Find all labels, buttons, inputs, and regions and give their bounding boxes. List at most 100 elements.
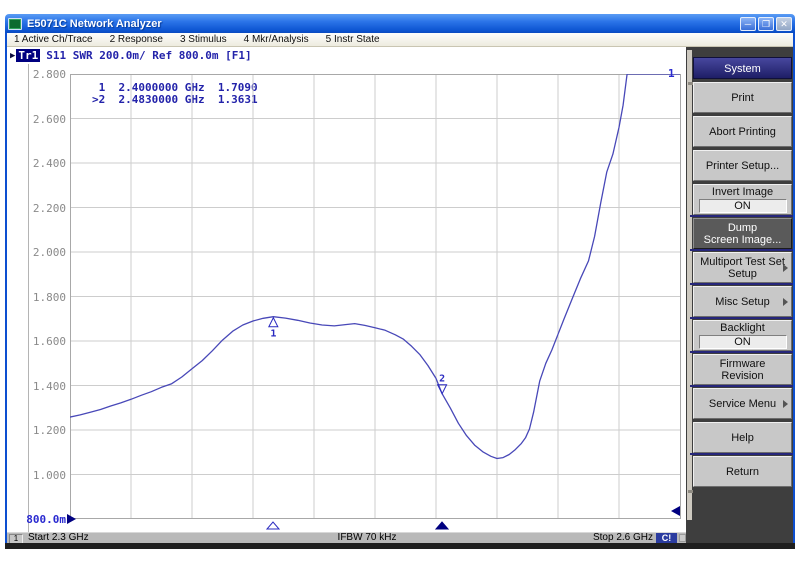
y-axis-tick-label: 1.200 [32,424,66,437]
gutter-notch [688,82,693,85]
window-bottom-strip [5,543,795,549]
menu-item[interactable]: 3 Stimulus [179,34,227,45]
reference-level-label: 800.0m [26,513,66,526]
marker-triangle-icon [436,384,448,395]
softkey-label: Print [731,91,754,104]
softkey-label: Multiport Test Set [700,255,785,268]
window-controls: ─ ❐ ✕ [740,16,792,31]
status-bar-cell [679,534,686,542]
softkey-menu-title: System [693,57,792,79]
instrument-screen [7,47,686,532]
window-title: E5071C Network Analyzer [27,17,162,30]
softkey-label: Backlight [720,322,765,334]
softkey-printer-setup[interactable]: Printer Setup... [693,150,792,181]
menu-item[interactable]: 1 Active Ch/Trace [14,34,93,45]
stimulus-marker-2-active[interactable] [435,521,450,530]
softkey-multiport-test-set[interactable]: Multiport Test Set Setup [693,252,792,283]
softkey-abort-printing[interactable]: Abort Printing [693,116,792,147]
softkey-label: Dump [727,221,758,234]
reference-level-pointer-left-icon [67,514,76,524]
softkey-label: Invert Image [711,186,774,198]
softkey-label: Help [731,431,754,444]
trace-status-line: ▶ Tr1 S11 SWR 200.0m/ Ref 800.0m [F1] [10,49,252,62]
on-trace-marker-2: 2 [436,374,448,395]
softkey-group-separator [690,249,793,251]
trace-format-text: S11 SWR 200.0m/ Ref 800.0m [F1] [46,49,252,62]
softkey-state-value: ON [698,335,787,349]
marker-readout: 1 2.4000000 GHz 1.7090 >2 2.4830000 GHz 1… [92,82,258,106]
softkey-firmware[interactable]: Firmware Revision [693,354,792,385]
marker-number-label: 1 [270,329,276,340]
y-axis-tick-label: 2.400 [32,157,66,170]
softkey-label: Screen Image... [703,233,782,246]
softkey-label: Printer Setup... [705,159,780,172]
softkey-label: Abort Printing [709,125,776,138]
softkey-return[interactable]: Return [693,456,792,487]
softkey-label: Return [725,465,760,478]
softkey-group-separator [690,453,793,455]
trace-badge[interactable]: Tr1 [16,49,41,62]
softkey-gutter [687,50,693,520]
softkey-label: Setup [728,267,757,280]
marker-triangle-icon [268,316,279,328]
y-axis-tick-label: 2.800 [32,68,66,81]
softkey-help[interactable]: Help [693,422,792,453]
menu-item[interactable]: 2 Response [109,34,163,45]
softkey-misc-setup[interactable]: Misc Setup [693,286,792,317]
window-titlebar: E5071C Network Analyzer ─ ❐ ✕ [5,14,795,33]
trace-number-label: 1 [668,67,675,80]
app-icon [8,17,22,30]
trigger-status-badge: C! [656,533,677,543]
swr-trace-curve [70,74,680,460]
minimize-button-icon[interactable]: ─ [740,16,756,31]
stimulus-marker-1[interactable] [266,521,281,530]
menu-item[interactable]: 4 Mkr/Analysis [243,34,309,45]
grid-border [70,74,681,519]
softkey-label: Misc Setup [715,295,770,308]
softkey-group-separator [690,215,793,217]
y-axis-tick-label: 1.400 [32,379,66,393]
softkey-label: Service Menu [708,397,777,410]
active-trace-pointer-icon: ▶ [10,50,16,61]
submenu-arrow-icon [783,263,788,272]
stop-frequency-label: Stop 2.6 GHz [592,532,653,543]
on-trace-marker-1: 1 [268,316,279,340]
menu-item[interactable]: 5 Instr State [325,34,380,45]
start-frequency-label: Start 2.3 GHz [28,532,89,543]
softkey-print[interactable]: Print [693,82,792,113]
softkey-group-separator [690,385,793,387]
softkey-group-separator [690,283,793,285]
close-button-icon[interactable]: ✕ [776,16,792,31]
screen-left-edge [28,64,29,533]
y-axis-tick-label: 2.000 [32,246,66,259]
softkey-label: Firmware [719,357,766,370]
status-bar: 1 Start 2.3 GHz IFBW 70 kHz Stop 2.6 GHz… [7,532,688,544]
y-axis-tick-label: 1.000 [32,468,66,482]
marker-readout-row: >2 2.4830000 GHz 1.3631 [92,93,258,106]
submenu-arrow-icon [783,297,788,306]
softkey-backlight[interactable]: Backlight ON [693,320,792,351]
ifbw-label: IFBW 70 kHz [337,532,397,543]
y-axis-tick-label: 1.600 [32,335,66,348]
y-axis-tick-label: 2.600 [32,112,66,126]
softkey-state-value: ON [698,199,787,213]
softkey-invert-image[interactable]: Invert Image ON [693,184,792,215]
marker-number-label: 2 [439,374,445,385]
restore-button-icon[interactable]: ❐ [758,16,774,31]
softkey-dump[interactable]: Dump Screen Image... [693,218,792,249]
y-axis-tick-label: 2.200 [32,201,66,215]
softkey-group-separator [690,351,793,353]
softkey-service-menu[interactable]: Service Menu [693,388,792,419]
y-axis-tick-label: 1.800 [32,290,66,304]
reference-level-pointer-right-icon [671,506,680,516]
stimulus-triangle-icon [435,521,450,530]
menu-bar: 1 Active Ch/Trace 2 Response 3 Stimulus 4 M… [7,33,793,47]
graticule-plot: 12 [70,74,681,519]
submenu-arrow-icon [783,399,788,408]
softkey-sidebar: System Print Abort Printing Printer Setup.… [686,47,793,543]
softkey-label: Revision [721,369,764,382]
stimulus-triangle-icon [266,521,281,530]
softkey-group-separator [690,317,793,319]
marker-readout-row: 1 2.4000000 GHz 1.7090 [92,81,258,94]
